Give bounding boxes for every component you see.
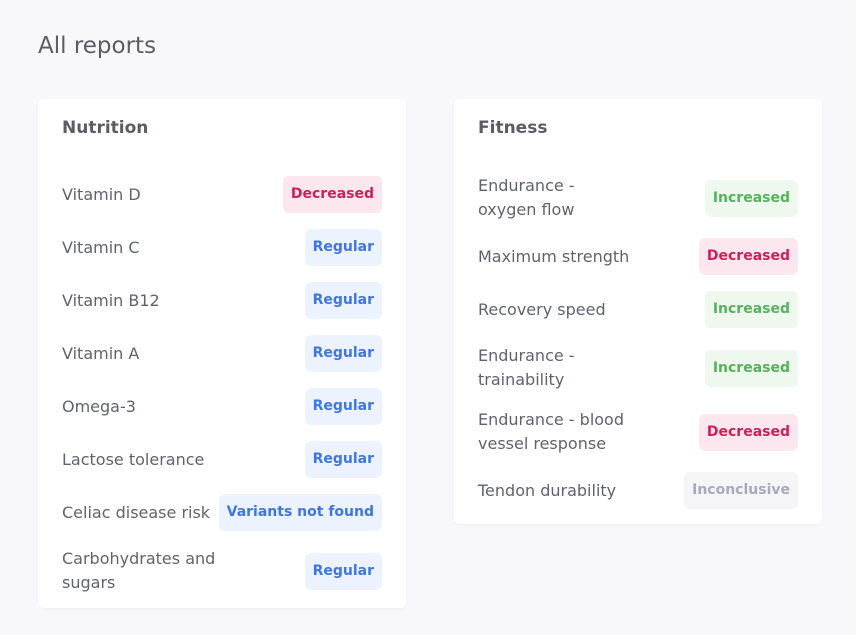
status-badge: Regular	[304, 388, 382, 425]
status-badge: Decreased	[282, 176, 382, 213]
nutrition-report-card: Nutrition Vitamin D Decreased Vitamin C …	[38, 99, 406, 608]
report-row-endurance-blood-vessel-response[interactable]: Endurance - blood vessel response Decrea…	[478, 400, 798, 464]
status-badge: Regular	[304, 441, 382, 478]
report-label: Tendon durability	[478, 480, 617, 500]
report-row-vitamin-d[interactable]: Vitamin D Decreased	[62, 168, 382, 221]
status-badge: Increased	[704, 179, 798, 217]
report-label: Omega-3	[62, 396, 136, 416]
report-row-celiac-disease-risk[interactable]: Celiac disease risk Variants not found	[62, 486, 382, 539]
fitness-card-title: Fitness	[478, 118, 548, 138]
report-row-maximum-strength[interactable]: Maximum strength Decreased	[478, 230, 798, 283]
status-badge: Decreased	[698, 238, 798, 275]
report-row-endurance-oxygen-flow[interactable]: Endurance - oxygen flow Increased	[478, 166, 798, 230]
report-row-recovery-speed[interactable]: Recovery speed Increased	[478, 283, 798, 336]
report-row-vitamin-b12[interactable]: Vitamin B12 Regular	[62, 274, 382, 327]
report-row-lactose-tolerance[interactable]: Lactose tolerance Regular	[62, 433, 382, 486]
report-label: Lactose tolerance	[62, 449, 205, 469]
report-row-carbohydrates-and-sugars[interactable]: Carbohydrates and sugars Regular	[62, 539, 382, 603]
page-title: All reports	[38, 33, 157, 59]
report-label: Carbohydrates and sugars	[62, 549, 216, 592]
fitness-report-card: Fitness Endurance - oxygen flow Increase…	[454, 99, 822, 524]
report-label: Vitamin D	[62, 184, 141, 204]
report-label: Endurance - trainability	[478, 346, 575, 389]
status-badge: Regular	[304, 282, 382, 319]
report-label: Recovery speed	[478, 299, 606, 319]
nutrition-card-title: Nutrition	[62, 118, 149, 138]
report-row-omega-3[interactable]: Omega-3 Regular	[62, 380, 382, 433]
report-label: Vitamin C	[62, 237, 140, 257]
report-row-vitamin-a[interactable]: Vitamin A Regular	[62, 327, 382, 380]
status-badge: Regular	[304, 552, 382, 590]
report-label: Maximum strength	[478, 246, 630, 266]
report-row-endurance-trainability[interactable]: Endurance - trainability Increased	[478, 336, 798, 400]
report-row-vitamin-c[interactable]: Vitamin C Regular	[62, 221, 382, 274]
fitness-report-list: Endurance - oxygen flow Increased Maximu…	[478, 166, 798, 517]
report-label: Vitamin A	[62, 343, 140, 363]
status-badge: Decreased	[698, 413, 798, 451]
report-label: Celiac disease risk	[62, 502, 211, 522]
report-row-tendon-durability[interactable]: Tendon durability Inconclusive	[478, 464, 798, 517]
report-label: Endurance - blood vessel response	[478, 410, 624, 453]
status-badge: Regular	[304, 229, 382, 266]
status-badge: Increased	[704, 291, 798, 328]
report-label: Vitamin B12	[62, 290, 160, 310]
status-badge: Regular	[304, 335, 382, 372]
report-label: Endurance - oxygen flow	[478, 176, 575, 219]
status-badge: Variants not found	[218, 494, 382, 531]
status-badge: Increased	[704, 349, 798, 387]
status-badge: Inconclusive	[684, 472, 798, 509]
nutrition-report-list: Vitamin D Decreased Vitamin C Regular Vi…	[62, 168, 382, 603]
